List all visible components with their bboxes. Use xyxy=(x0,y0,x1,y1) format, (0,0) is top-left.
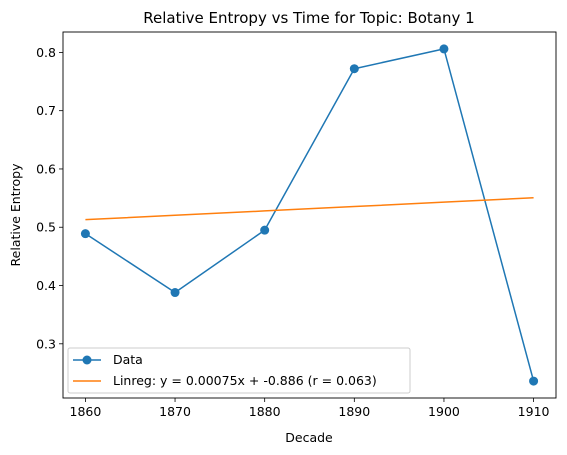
y-tick-label: 0.5 xyxy=(36,220,56,235)
data-point xyxy=(439,44,449,54)
legend-label-linreg: Linreg: y = 0.00075x + -0.886 (r = 0.063… xyxy=(113,373,377,388)
y-tick-label: 0.6 xyxy=(36,161,56,176)
y-tick-label: 0.3 xyxy=(36,336,56,351)
x-axis-label: Decade xyxy=(285,430,333,445)
data-point xyxy=(80,229,90,239)
legend-swatch-data-marker xyxy=(82,355,92,365)
data-series-line xyxy=(84,48,535,382)
x-tick-label: 1890 xyxy=(338,404,370,419)
linreg-line xyxy=(85,197,534,221)
x-axis-ticks: 1860 1870 1880 1890 1900 1910 xyxy=(70,398,550,419)
data-point xyxy=(170,288,180,298)
legend-box xyxy=(67,347,411,394)
data-point xyxy=(260,225,270,235)
y-axis-ticks: 0.3 0.4 0.5 0.6 0.7 0.8 xyxy=(36,45,63,351)
axes-frame xyxy=(62,31,557,399)
x-tick-label: 1900 xyxy=(428,404,460,419)
x-tick-label: 1860 xyxy=(70,404,102,419)
x-tick-label: 1910 xyxy=(518,404,550,419)
chart-title: Relative Entropy vs Time for Topic: Bota… xyxy=(143,9,474,27)
x-tick-label: 1880 xyxy=(249,404,281,419)
legend-label-data: Data xyxy=(113,352,143,367)
plot-area xyxy=(80,44,539,386)
y-tick-label: 0.8 xyxy=(36,45,56,60)
data-point xyxy=(529,376,539,386)
legend: Data Linreg: y = 0.00075x + -0.886 (r = … xyxy=(67,347,411,394)
y-axis-label: Relative Entropy xyxy=(8,163,23,267)
data-point xyxy=(349,64,359,74)
y-tick-label: 0.4 xyxy=(36,278,56,293)
y-tick-label: 0.7 xyxy=(36,103,56,118)
x-tick-label: 1870 xyxy=(159,404,191,419)
